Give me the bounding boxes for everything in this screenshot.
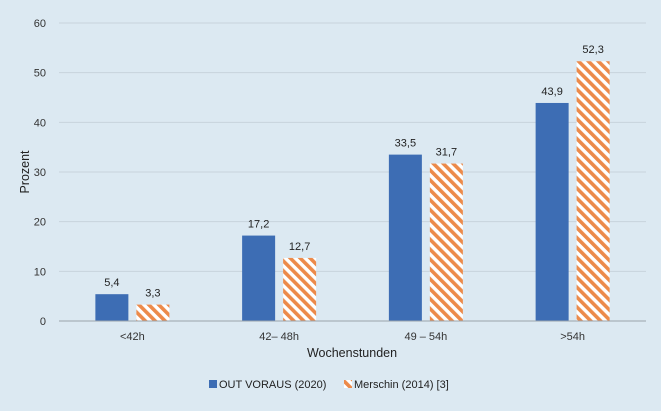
y-axis-ticks: 0 10 20 30 40 50 60 [34, 18, 46, 328]
data-label-series-1: 33,5 [395, 138, 416, 150]
bars [95, 61, 610, 321]
x-axis-ticks: <42h 42– 48h 49 – 54h >54h [120, 331, 585, 343]
x-tick-label: 49 – 54h [404, 331, 447, 343]
x-axis-title: Wochenstunden [307, 346, 397, 360]
bar-series-1 [242, 235, 276, 321]
y-tick-label: 50 [34, 68, 46, 80]
data-labels: 5,4 3,3 17,2 12,7 33,5 31,7 43,9 52,3 [104, 44, 604, 299]
bar-series-1 [535, 102, 569, 321]
data-label-series-2: 12,7 [289, 241, 310, 253]
data-label-series-2: 52,3 [582, 44, 603, 56]
y-tick-label: 40 [34, 117, 46, 129]
y-tick-label: 10 [34, 266, 46, 278]
x-tick-label: >54h [560, 331, 585, 343]
legend: OUT VORAUS (2020) Merschin (2014) [3] [209, 379, 449, 391]
bar-series-2 [429, 163, 463, 321]
y-tick-label: 30 [34, 167, 46, 179]
bar-series-2 [136, 304, 170, 321]
legend-swatch-series-2 [344, 380, 352, 388]
x-tick-label: <42h [120, 331, 145, 343]
y-tick-label: 60 [34, 18, 46, 30]
y-tick-label: 0 [40, 316, 46, 328]
y-axis-title: Prozent [18, 150, 32, 194]
legend-swatch-series-1 [209, 380, 217, 388]
data-label-series-1: 17,2 [248, 219, 269, 231]
data-label-series-2: 31,7 [436, 147, 457, 159]
x-tick-label: 42– 48h [259, 331, 299, 343]
bar-series-2 [576, 61, 610, 321]
data-label-series-1: 5,4 [104, 277, 119, 289]
bar-series-1 [95, 294, 129, 321]
data-label-series-1: 43,9 [541, 86, 562, 98]
bar-series-2 [283, 257, 317, 321]
gridlines [59, 22, 646, 272]
data-label-series-2: 3,3 [145, 288, 160, 300]
legend-label-series-1: OUT VORAUS (2020) [219, 379, 326, 391]
y-tick-label: 20 [34, 217, 46, 229]
legend-label-series-2: Merschin (2014) [3] [354, 379, 449, 391]
bar-series-1 [388, 154, 422, 321]
